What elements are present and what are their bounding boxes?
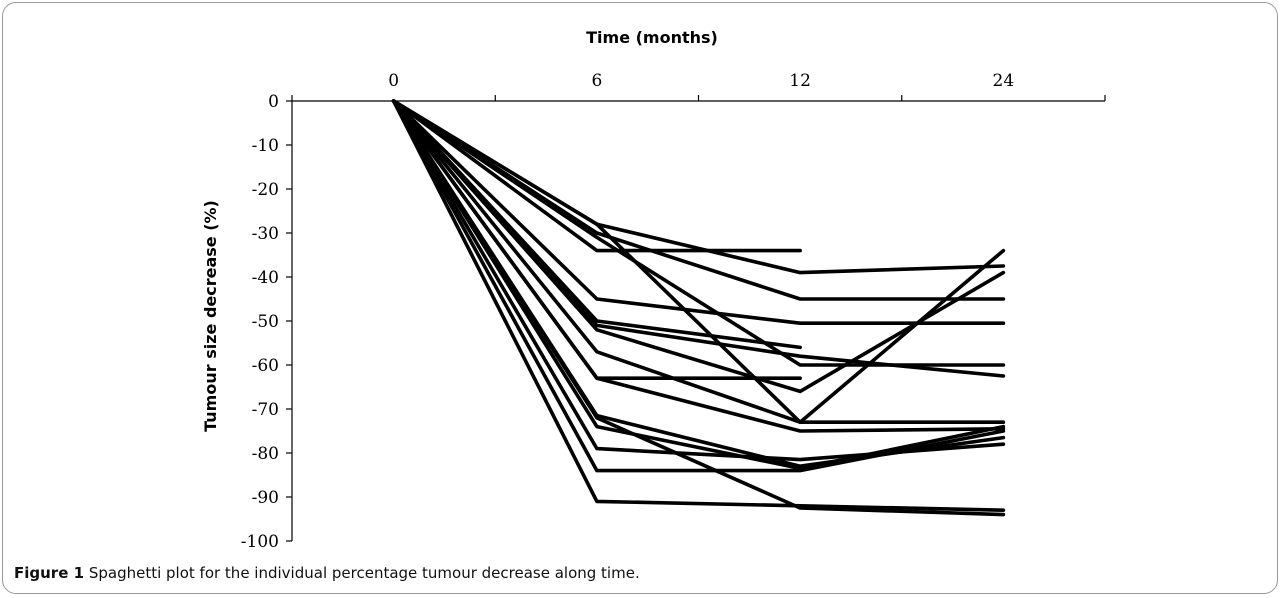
series-layer — [391, 99, 1006, 517]
x-tick-label: 0 — [388, 71, 399, 91]
series-line-6 — [391, 99, 1006, 326]
series-line-9 — [391, 99, 1006, 394]
series-line-3 — [391, 99, 802, 253]
x-tick-label: 6 — [591, 71, 602, 91]
figure-caption: Figure 1 Spaghetti plot for the individu… — [14, 564, 1264, 582]
y-tick-label: -100 — [241, 532, 279, 552]
series-line-14 — [391, 99, 1006, 471]
y-tick-label: -50 — [252, 312, 279, 332]
y-tick-label: -70 — [252, 400, 279, 420]
series-line-16 — [391, 99, 1006, 473]
y-tick-label: -40 — [252, 268, 279, 288]
y-tick-label: -60 — [252, 356, 279, 376]
y-tick-label: -20 — [252, 180, 279, 200]
caption-label: Figure 1 — [14, 564, 85, 582]
x-axis-title: Time (months) — [586, 28, 718, 47]
x-tick-label: 24 — [993, 71, 1015, 91]
series-line-2 — [391, 99, 1006, 301]
x-tick-label: 12 — [789, 71, 811, 91]
y-axis-title: Tumour size decrease (%) — [201, 200, 220, 432]
series-line-17 — [391, 99, 1006, 517]
series-line-12 — [391, 99, 1006, 433]
y-tick-label: -80 — [252, 444, 279, 464]
series-line-18 — [391, 99, 1006, 513]
y-tick-label: -10 — [252, 136, 279, 156]
axes: 0 -10 -20 -30 -40 -50 -60 -70 -80 -90 -100 0 6 12 24 — [241, 71, 1106, 552]
y-tick-label: 0 — [268, 92, 279, 112]
series-line-10 — [391, 99, 1006, 425]
caption-text: Spaghetti plot for the individual percen… — [88, 564, 640, 582]
series-line-5 — [391, 99, 1006, 425]
y-tick-label: -90 — [252, 488, 279, 508]
y-tick-label: -30 — [252, 224, 279, 244]
